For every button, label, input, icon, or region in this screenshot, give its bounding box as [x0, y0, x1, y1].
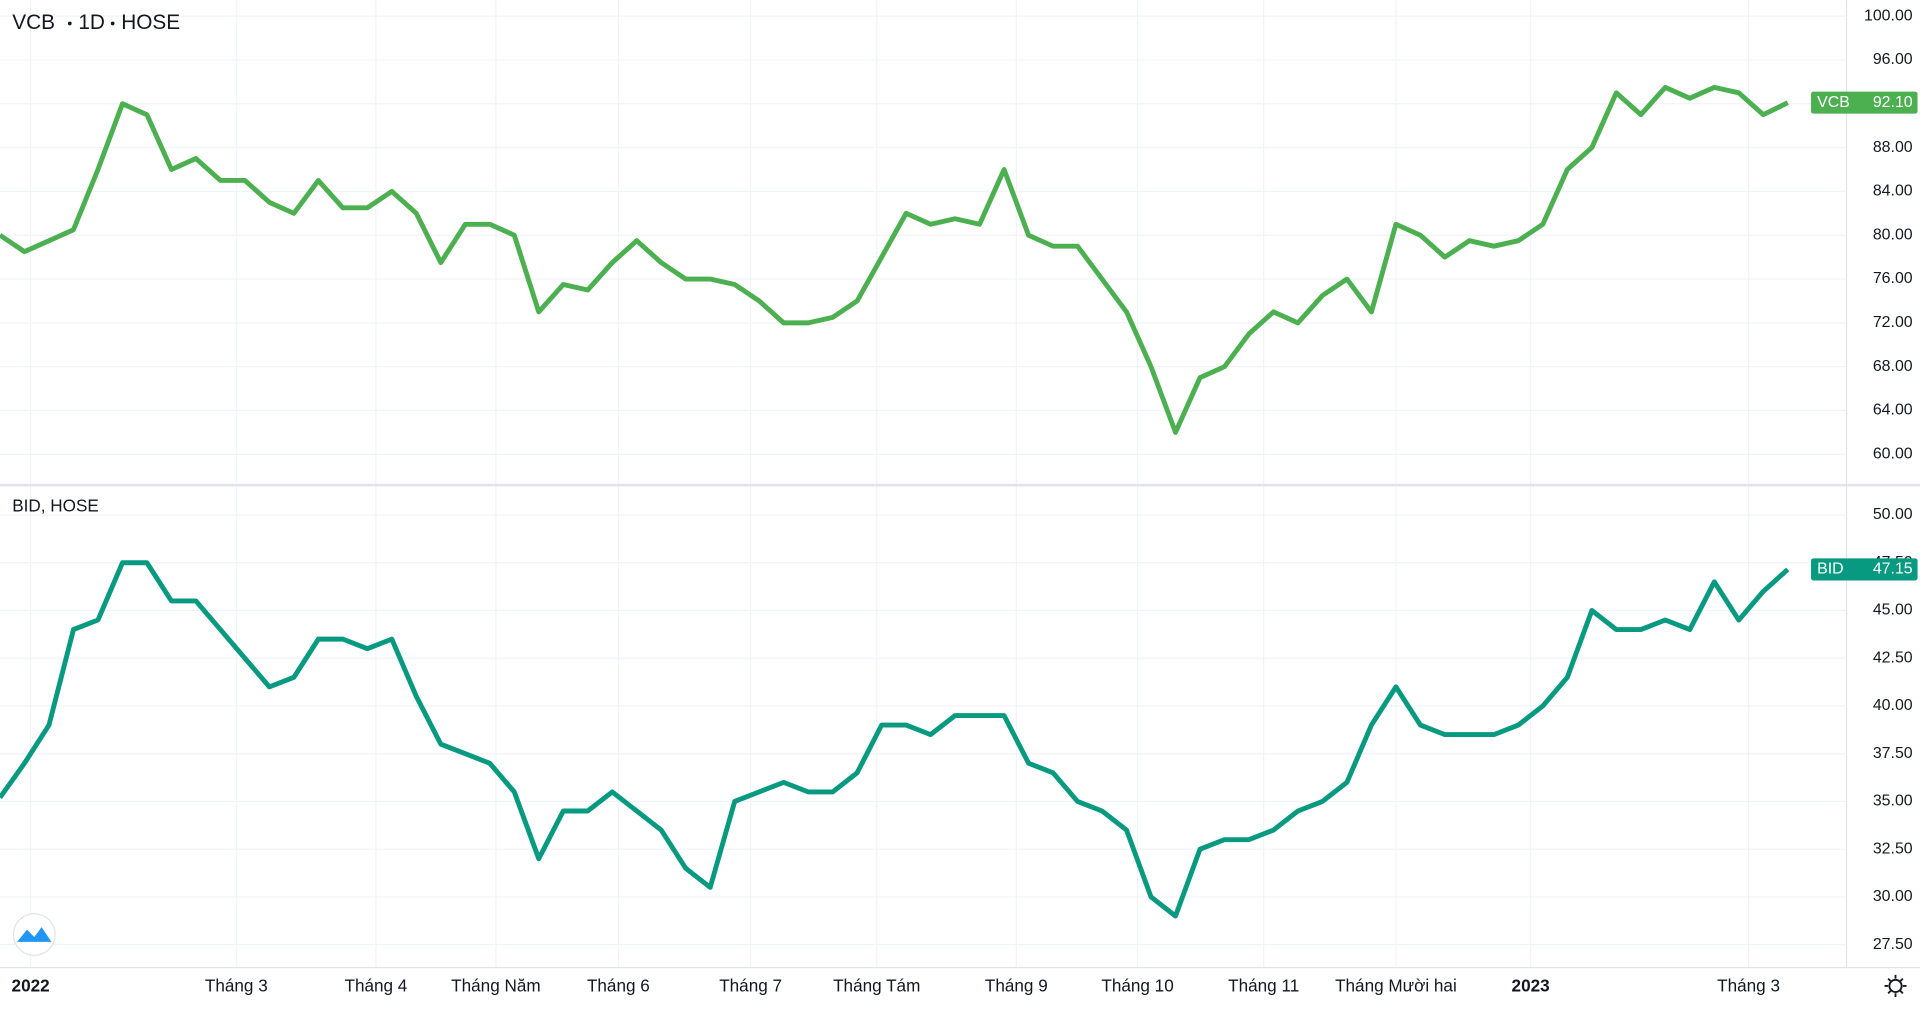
price-tick-label: 60.00 — [1873, 446, 1913, 463]
price-tick-label: 100.00 — [1864, 7, 1913, 24]
price-tick-label: 80.00 — [1873, 226, 1913, 243]
symbol[interactable]: VCB — [12, 11, 55, 34]
pane-title: BID, HOSE — [12, 496, 99, 516]
price-tag-name: VCB — [1817, 94, 1850, 111]
price-tick-label: 42.50 — [1873, 649, 1913, 666]
settings-gear[interactable] — [1884, 974, 1907, 997]
time-tick-label: Tháng 3 — [1717, 976, 1780, 996]
time-tick-label: Tháng Năm — [451, 976, 540, 996]
price-tag-name: BID — [1817, 561, 1844, 578]
time-tick-label: 2022 — [12, 976, 50, 996]
price-tick-label: 64.00 — [1873, 402, 1913, 419]
price-tag — [1811, 91, 1918, 114]
price-tick-label: 50.00 — [1873, 506, 1913, 523]
price-line — [0, 84, 1789, 435]
price-tag — [1811, 558, 1918, 581]
logo[interactable] — [12, 913, 56, 956]
dot — [110, 21, 115, 26]
price-tick-label: 76.00 — [1873, 270, 1913, 287]
time-tick-label: Tháng 7 — [719, 976, 782, 996]
price-line — [0, 560, 1790, 919]
dot — [67, 21, 72, 26]
time-tick-label: Tháng 6 — [587, 976, 650, 996]
price-tag-value: 47.15 — [1873, 561, 1913, 578]
time-tick-label: Tháng 3 — [205, 976, 268, 996]
price-tick-label: 30.00 — [1873, 888, 1913, 905]
time-tick-label: Tháng 4 — [344, 976, 407, 996]
time-tick-label: 2023 — [1512, 976, 1550, 996]
interval[interactable]: 1D — [78, 11, 105, 34]
price-tick-label: 84.00 — [1873, 183, 1913, 200]
time-tick-label: Tháng 10 — [1101, 976, 1173, 996]
price-tick-label: 68.00 — [1873, 358, 1913, 375]
exchange: HOSE — [121, 11, 180, 34]
price-tick-label: 88.00 — [1873, 139, 1913, 156]
price-tag-value: 92.10 — [1873, 94, 1913, 111]
price-tick-label: 72.00 — [1873, 314, 1913, 331]
price-tick-label: 45.00 — [1873, 602, 1913, 619]
time-tick-label: Tháng 9 — [985, 976, 1048, 996]
price-tick-label: 32.50 — [1873, 840, 1913, 857]
time-tick-label: Tháng 11 — [1228, 976, 1299, 996]
time-tick-label: Tháng Mười hai — [1335, 976, 1457, 996]
price-tick-label: 27.50 — [1873, 936, 1913, 953]
price-tick-label: 96.00 — [1873, 51, 1913, 68]
price-tick-label: 40.00 — [1873, 697, 1913, 714]
price-tick-label: 35.00 — [1873, 793, 1913, 810]
price-tick-label: 37.50 — [1873, 745, 1913, 762]
time-tick-label: Tháng Tám — [833, 976, 920, 996]
